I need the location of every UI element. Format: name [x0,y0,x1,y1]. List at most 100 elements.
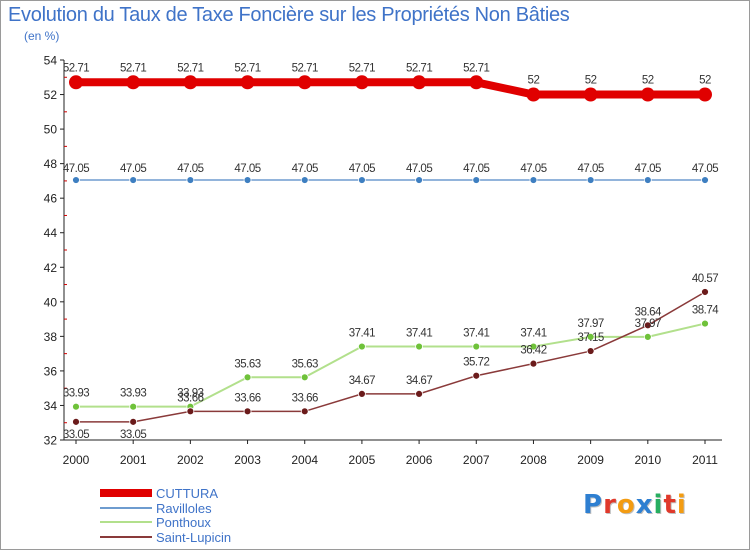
data-point [126,75,141,90]
data-point [583,87,598,102]
data-point [586,332,595,341]
x-tick-label: 2010 [634,453,661,467]
data-point [701,176,709,184]
x-tick-label: 2006 [406,453,433,467]
data-label: 36.42 [520,345,546,357]
x-tick-label: 2000 [63,453,90,467]
data-label: 47.05 [577,163,603,175]
data-label: 52.71 [463,62,489,74]
data-point [358,342,366,351]
data-label: 40.57 [692,273,718,285]
data-point [472,342,481,351]
data-point [526,87,541,102]
logo-letter: r [603,490,617,520]
data-point [415,342,423,351]
proxiti-logo: Proxiti [583,490,687,520]
data-label: 33.66 [177,392,203,404]
x-tick-label: 2007 [463,453,490,467]
data-point [240,75,255,90]
logo-letter: i [653,490,664,520]
data-point [186,176,195,184]
legend-label: Ponthoux [156,515,211,530]
data-label: 52.71 [234,62,260,74]
y-tick-label: 34 [44,399,58,413]
data-point [586,176,595,184]
data-point [243,373,252,382]
data-label: 37.41 [406,328,432,340]
chart-title: Evolution du Taux de Taxe Foncière sur l… [8,4,570,26]
data-point [412,75,427,90]
data-label: 52 [528,75,540,87]
y-tick-label: 42 [44,261,58,275]
data-label: 52.71 [63,62,89,74]
data-label: 34.67 [406,375,432,387]
data-point [529,176,538,184]
data-label: 35.63 [292,358,318,370]
x-tick-label: 2002 [177,453,204,467]
data-label: 33.93 [63,388,89,400]
logo-letter: o [616,490,636,520]
data-label: 52 [642,75,654,87]
data-point [297,75,312,90]
y-tick-label: 36 [44,364,58,378]
data-label: 34.67 [349,375,375,387]
data-label: 52.71 [292,62,318,74]
legend-label: Saint-Lupicin [156,529,232,545]
series-line [75,291,706,423]
x-tick-label: 2001 [120,453,147,467]
data-label: 37.97 [577,318,603,330]
data-label: 47.05 [63,163,89,175]
data-label: 47.05 [520,163,546,175]
data-point [186,407,195,416]
y-tick-label: 32 [44,434,58,448]
data-point [586,347,595,355]
x-tick-label: 2004 [291,453,318,467]
legend-swatch [100,535,152,538]
data-point [472,371,481,380]
data-label: 47.05 [120,163,146,175]
y-tick-label: 44 [44,226,58,240]
y-tick-label: 40 [44,295,58,309]
data-point [698,87,712,102]
data-label: 52 [699,75,711,87]
data-label: 52.71 [406,62,432,74]
data-label: 33.05 [120,429,146,441]
legend-swatch [100,506,152,509]
data-point [300,176,309,184]
data-label: 38.74 [692,305,719,317]
data-label: 47.05 [406,163,432,175]
data-label: 52.71 [177,62,203,74]
data-point [701,288,709,296]
data-label: 35.72 [463,357,489,369]
data-point [300,373,309,382]
data-label: 47.05 [177,163,203,175]
y-tick-label: 52 [44,88,58,102]
data-label: 37.41 [463,328,489,340]
data-point [72,402,80,411]
legend-label: Ravilloles [156,500,212,516]
data-label: 37.97 [635,318,661,330]
data-label: 47.05 [349,163,375,175]
data-point [243,407,252,416]
series-line [75,322,706,408]
data-label: 52.71 [349,62,375,74]
data-point [469,75,484,90]
data-point [529,359,538,368]
data-label: 33.05 [63,429,89,441]
data-label: 47.05 [692,163,718,175]
legend-swatch [100,489,152,497]
data-label: 33.93 [120,388,146,400]
y-tick-label: 48 [44,157,58,171]
data-point [358,176,366,184]
data-label: 47.05 [234,163,260,175]
x-tick-label: 2008 [520,453,547,467]
series-line [72,78,709,99]
data-point [129,402,138,411]
data-point [300,407,309,416]
y-tick-label: 46 [44,192,58,206]
y-unit-label: (en %) [24,29,60,43]
data-label: 38.64 [635,306,662,318]
data-label: 37.41 [520,328,546,340]
y-tick-label: 38 [44,330,58,344]
